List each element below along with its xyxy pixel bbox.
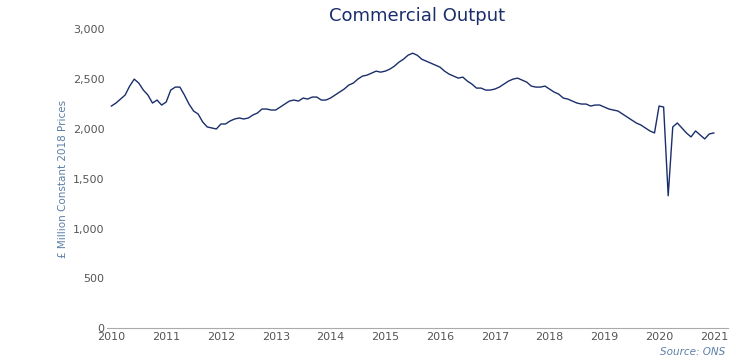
Title: Commercial Output: Commercial Output (329, 7, 506, 25)
Y-axis label: £ Million Constant 2018 Prices: £ Million Constant 2018 Prices (58, 100, 68, 258)
Text: Source: ONS: Source: ONS (659, 347, 725, 357)
